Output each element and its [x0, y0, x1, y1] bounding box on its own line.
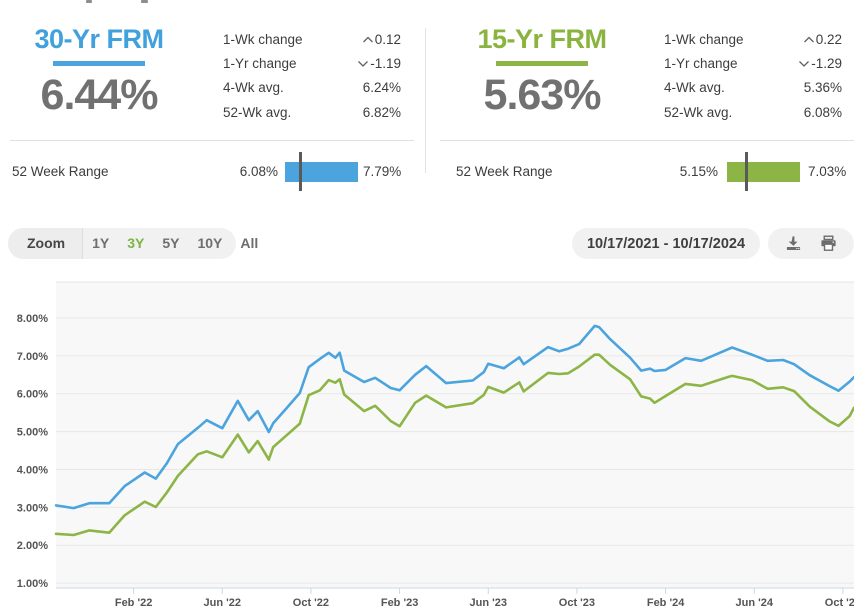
stat-value-text: 5.36% [803, 80, 842, 96]
stat-value-text: 6.08% [803, 104, 842, 120]
clipped-heading-text-remnant [141, 0, 148, 3]
rates-history-chart-region[interactable]: 1.00% 2.00% 3.00% 4.00% 5.00% 6.00% 7.00% 8.00%… [0, 275, 854, 612]
stat-label: 1-Wk change [664, 31, 744, 47]
rate-card-15yr-stats: 1-Wk change 0.22 1-Yr change -1.29 4-Wk … [664, 27, 842, 125]
date-range-text: 10/17/2021 - 10/17/2024 [586, 235, 746, 252]
range-high-value: 7.03% [808, 164, 847, 179]
rate-card-title: 30-Yr FRM [34, 24, 164, 54]
rate-card-30yr-stats: 1-Wk change 0.12 1-Yr change -1.19 4-Wk … [223, 27, 401, 125]
y-axis-tick-label: 3.00% [17, 502, 48, 514]
range-low-value: 6.08% [239, 164, 278, 179]
stat-value-text: -1.29 [811, 56, 842, 72]
rate-chart[interactable]: 1.00% 2.00% 3.00% 4.00% 5.00% 6.00% 7.00% 8.00%… [0, 275, 854, 612]
download-icon[interactable] [785, 235, 802, 252]
stat-label: 4-Wk avg. [664, 80, 725, 96]
zoom-toolbar-label: Zoom [8, 228, 84, 259]
column-divider [425, 28, 426, 173]
print-icon[interactable] [820, 235, 837, 252]
y-axis-tick-label: 4.00% [17, 464, 48, 476]
x-axis-tick-label: Feb '23 [381, 597, 418, 609]
range-bar [727, 152, 800, 191]
zoom-range-buttons: 1Y 3Y 5Y 10Y All [83, 228, 267, 259]
current-rate-value: 6.44% [40, 71, 159, 119]
stat-row: 1-Yr change -1.19 [223, 51, 401, 75]
zoom-button-1y[interactable]: 1Y [92, 235, 110, 251]
stat-value: -1.19 [357, 56, 401, 71]
stat-row: 1-Yr change -1.29 [664, 51, 842, 75]
x-axis-tick-label: Jun '22 [204, 597, 241, 609]
stat-row: 4-Wk avg. 6.24% [223, 76, 401, 100]
series-line-15-yr-frm [54, 353, 854, 537]
zoom-button-5y[interactable]: 5Y [162, 235, 180, 251]
down-caret-icon [799, 61, 810, 67]
stat-row: 4-Wk avg. 5.36% [664, 76, 842, 100]
y-axis-tick-label: 2.00% [17, 540, 48, 552]
stat-value-text: 6.82% [362, 104, 401, 120]
stat-value-text: 6.24% [362, 80, 401, 96]
y-axis-tick-label: 8.00% [17, 313, 48, 325]
stat-value: 0.12 [362, 32, 401, 47]
range-low-value: 5.15% [679, 164, 718, 179]
range-row-15yr: 52 Week Range 5.15% 7.03% [436, 152, 854, 196]
range-label: 52 Week Range [456, 164, 553, 179]
x-axis-tick-label: Feb '22 [115, 597, 152, 609]
stat-value: 0.22 [803, 32, 842, 47]
date-range-selector[interactable]: 10/17/2021 - 10/17/2024 [572, 228, 760, 259]
stat-label: 1-Yr change [223, 56, 297, 72]
accent-underline [496, 61, 588, 66]
card-divider [10, 140, 414, 141]
stat-value: -1.29 [798, 56, 842, 71]
stat-value-text: 0.12 [374, 31, 401, 47]
accent-underline [53, 61, 145, 66]
zoom-button-3y[interactable]: 3Y [127, 235, 145, 251]
range-high-value: 7.79% [363, 164, 402, 179]
x-axis-tick-label: Oct '23 [559, 597, 595, 609]
zoom-button-10y[interactable]: 10Y [197, 235, 223, 251]
range-bar [285, 152, 358, 191]
rate-card-30yr-headline: 30-Yr FRM 6.44% [24, 24, 174, 119]
x-axis-tick-label: Feb '24 [647, 597, 685, 609]
x-axis-tick-label: Jun '23 [470, 597, 507, 609]
current-rate-marker [299, 152, 303, 191]
stat-row: 1-Wk change 0.22 [664, 27, 842, 51]
stat-label: 1-Yr change [664, 56, 738, 72]
stat-value-text: 0.22 [815, 31, 842, 47]
up-caret-icon [362, 36, 373, 43]
rate-card-15yr-headline: 15-Yr FRM 5.63% [467, 24, 617, 119]
rate-card-title: 15-Yr FRM [477, 24, 607, 54]
range-row-30yr: 52 Week Range 6.08% 7.79% [8, 152, 418, 196]
x-axis-tick-label: Oct '22 [293, 597, 329, 609]
y-axis-tick-label: 1.00% [17, 578, 48, 590]
y-axis-tick-label: 6.00% [17, 389, 48, 401]
chart-actions [768, 228, 854, 259]
y-axis-tick-label: 7.00% [17, 351, 48, 363]
stat-label: 1-Wk change [223, 31, 303, 47]
stat-label: 52-Wk avg. [664, 104, 733, 120]
range-label: 52 Week Range [12, 164, 109, 179]
current-rate-marker [744, 152, 748, 191]
y-axis-tick-label: 5.00% [17, 427, 48, 439]
stat-label: 52-Wk avg. [223, 104, 292, 120]
current-rate-value: 5.63% [483, 71, 602, 119]
stat-row: 1-Wk change 0.12 [223, 27, 401, 51]
plot-background [56, 282, 854, 588]
zoom-button-all[interactable]: All [240, 235, 259, 251]
x-axis-tick-label: Oct '24 [825, 597, 854, 609]
stat-row: 52-Wk avg. 6.82% [223, 100, 401, 124]
stat-label: 4-Wk avg. [223, 80, 284, 96]
down-caret-icon [358, 61, 369, 67]
stat-row: 52-Wk avg. 6.08% [664, 100, 842, 124]
series-line-30-yr-frm [54, 324, 854, 510]
zoom-range-toolbar: Zoom 1Y 3Y 5Y 10Y All [8, 228, 258, 259]
clipped-heading-text-remnant [86, 0, 92, 3]
card-divider [440, 140, 854, 141]
x-axis-tick-label: Jun '24 [736, 597, 774, 609]
stat-value-text: -1.19 [370, 56, 401, 72]
up-caret-icon [803, 36, 814, 43]
